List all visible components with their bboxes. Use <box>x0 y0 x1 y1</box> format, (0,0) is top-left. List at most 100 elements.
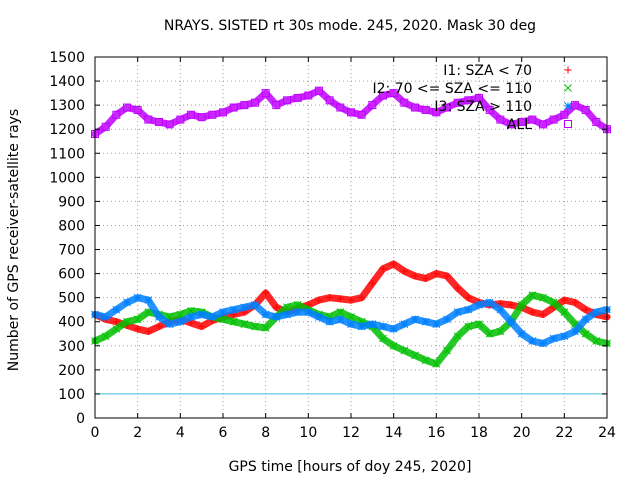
data-point-i2-70-sza-110 <box>496 327 505 336</box>
legend-marker-stroke <box>564 84 572 92</box>
y-axis-label: Number of GPS receiver-satellite rays <box>6 109 22 371</box>
data-point-all <box>197 113 206 122</box>
data-point-i1-sza-70 <box>454 284 462 292</box>
data-point-i3-sza-110-stroke <box>357 322 366 331</box>
legend-marker <box>564 66 572 74</box>
data-point-i2-70-sza-110 <box>592 337 601 345</box>
data-point-all-stroke <box>101 122 110 131</box>
data-point-i3-sza-110-stroke <box>165 320 174 328</box>
data-point-i3-sza-110-stroke <box>325 317 334 326</box>
data-point-all <box>261 89 270 98</box>
data-point-i3-sza-110 <box>357 322 366 331</box>
data-point-all <box>571 101 579 110</box>
data-point-all-stroke <box>496 115 505 124</box>
data-point-i3-sza-110 <box>528 337 537 345</box>
data-point-all <box>581 105 590 114</box>
data-point-all <box>176 115 185 124</box>
data-point-all-stroke <box>251 98 259 107</box>
data-point-all <box>453 98 462 107</box>
data-point-all-stroke <box>432 108 441 117</box>
data-point-i1-sza-70 <box>539 311 547 319</box>
data-point-all-stroke <box>123 103 131 112</box>
y-tick-label: 300 <box>58 339 85 355</box>
data-point-all <box>347 108 355 117</box>
data-point-i3-sza-110 <box>485 298 494 307</box>
data-point-i2-70-sza-110 <box>101 332 110 341</box>
data-point-i3-sza-110 <box>112 305 121 314</box>
data-point-i3-sza-110 <box>389 325 398 333</box>
data-point-i3-sza-110 <box>336 315 345 324</box>
data-point-all <box>475 93 483 102</box>
data-point-all-stroke <box>560 110 569 119</box>
data-point-i2-70-sza-110 <box>229 317 238 326</box>
legend-label: I1: SZA < 70 <box>443 63 532 79</box>
series-band-all <box>91 87 611 138</box>
data-point-i3-sza-110-stroke <box>293 308 302 316</box>
data-point-i3-sza-110 <box>539 339 547 348</box>
data-point-i3-sza-110-stroke <box>176 317 185 326</box>
y-tick-label: 200 <box>58 363 85 379</box>
data-point-i3-sza-110 <box>453 308 462 316</box>
data-point-all-stroke <box>144 115 153 124</box>
y-tick-label: 900 <box>58 194 85 210</box>
data-point-i2-70-sza-110-stroke <box>379 334 387 343</box>
data-point-all-stroke <box>379 91 387 100</box>
data-point-all <box>240 101 249 110</box>
data-point-i3-sza-110 <box>293 308 302 316</box>
data-point-i3-sza-110 <box>592 308 601 316</box>
data-point-i3-sza-110-stroke <box>240 303 249 312</box>
data-point-i2-70-sza-110-stroke <box>421 356 430 365</box>
data-point-all <box>389 89 398 98</box>
x-tick-label: 2 <box>133 425 142 441</box>
data-point-all-stroke <box>219 108 227 117</box>
data-point-all-stroke <box>549 115 558 124</box>
data-point-i3-sza-110 <box>176 317 185 326</box>
data-point-all <box>272 101 281 110</box>
data-point-all-stroke <box>357 110 366 119</box>
data-point-all <box>539 120 547 129</box>
data-point-all <box>379 91 387 100</box>
data-point-all-stroke <box>155 117 163 126</box>
data-point-all-stroke <box>571 101 579 110</box>
data-point-i3-sza-110-stroke <box>315 313 323 321</box>
data-point-i1-sza-70 <box>134 325 142 333</box>
data-point-i1-sza-70 <box>422 274 430 282</box>
data-point-i3-sza-110 <box>325 317 334 326</box>
data-point-i3-sza-110 <box>304 308 313 316</box>
data-point-i2-70-sza-110-stroke <box>283 303 291 312</box>
data-point-all-stroke <box>283 96 291 105</box>
data-point-i3-sza-110-stroke <box>251 301 259 309</box>
data-point-i1-sza-70 <box>198 323 206 331</box>
x-tick-label: 12 <box>342 425 360 441</box>
legend-marker <box>564 84 572 92</box>
data-point-i3-sza-110 <box>219 308 227 316</box>
data-point-i3-sza-110 <box>400 320 409 328</box>
data-point-i3-sza-110 <box>517 329 526 338</box>
data-point-i1-sza-70 <box>315 296 323 304</box>
data-point-all <box>560 110 569 119</box>
data-point-i2-70-sza-110 <box>389 341 398 350</box>
data-point-i3-sza-110 <box>251 301 259 309</box>
data-point-i3-sza-110-stroke <box>219 308 227 316</box>
data-point-i3-sza-110 <box>379 322 387 331</box>
x-tick-label: 4 <box>176 425 185 441</box>
data-point-i3-sza-110 <box>240 303 249 312</box>
data-point-i1-sza-70 <box>464 294 472 302</box>
data-point-i2-70-sza-110-stroke <box>496 327 505 336</box>
data-point-all-stroke <box>453 98 462 107</box>
data-point-all-stroke <box>208 110 217 119</box>
y-tick-label: 800 <box>58 218 85 234</box>
data-point-i3-sza-110-stroke <box>539 339 547 348</box>
data-point-i1-sza-70 <box>390 260 398 268</box>
x-axis-label: GPS time [hours of doy 245, 2020] <box>229 459 472 475</box>
data-point-i3-sza-110-stroke <box>560 332 569 341</box>
data-point-all-stroke <box>261 89 270 98</box>
y-tick-label: 1400 <box>49 74 85 90</box>
data-point-i1-sza-70 <box>272 303 280 311</box>
data-point-i3-sza-110-stroke <box>197 310 206 319</box>
data-point-i2-70-sza-110-stroke <box>112 325 121 333</box>
data-point-i3-sza-110-stroke <box>475 301 483 309</box>
data-point-i3-sza-110-stroke <box>496 305 505 314</box>
series-layer <box>91 86 611 368</box>
